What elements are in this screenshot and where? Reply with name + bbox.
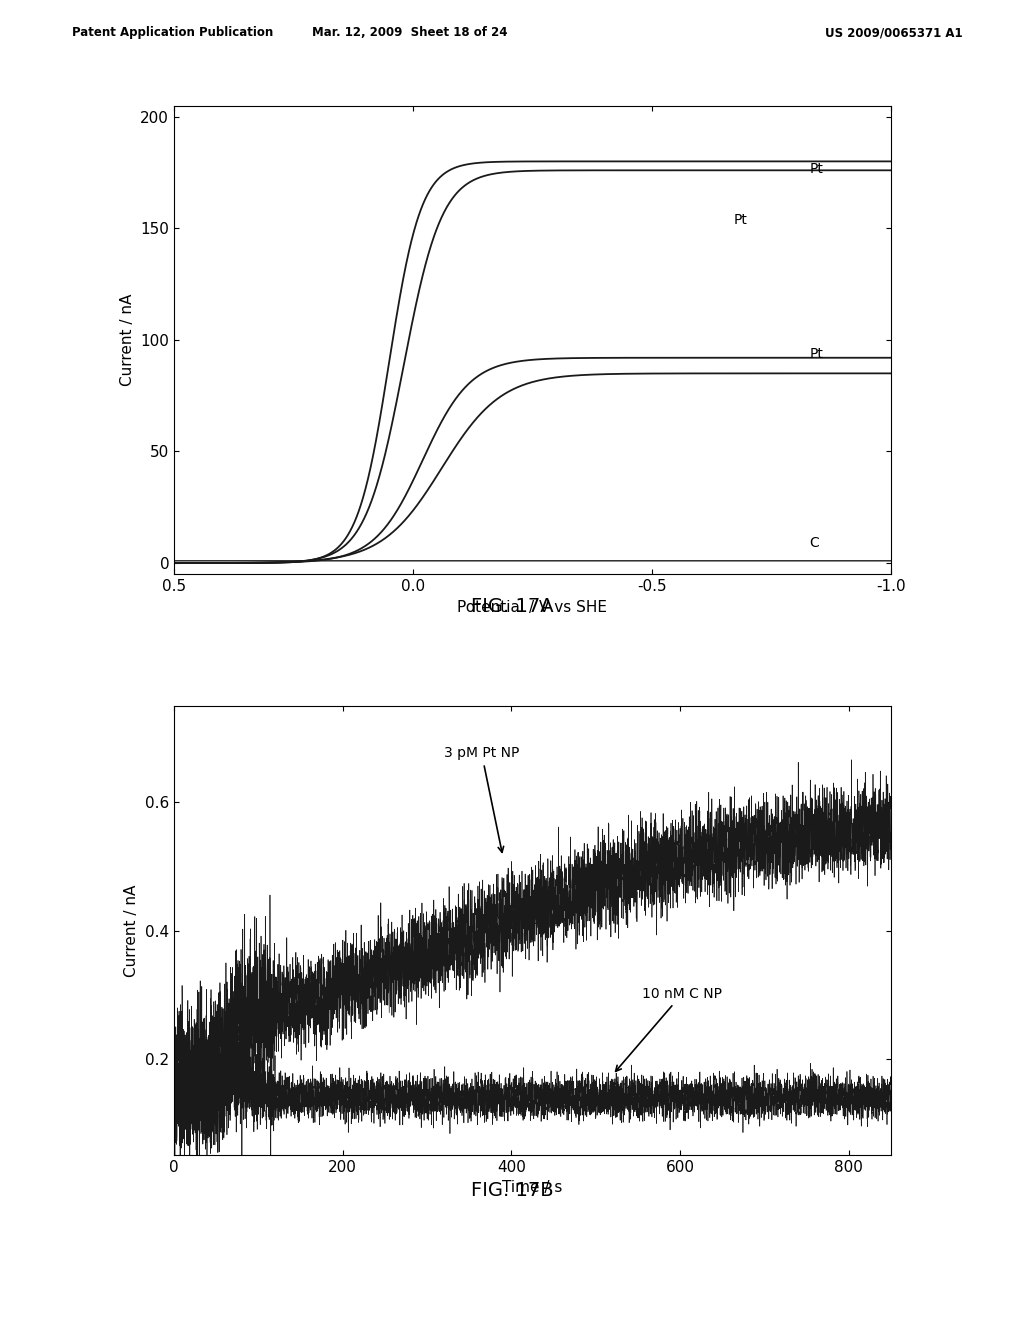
X-axis label: Time / s: Time / s bbox=[503, 1180, 562, 1196]
Y-axis label: Current / nA: Current / nA bbox=[120, 294, 135, 385]
Text: 3 pM Pt NP: 3 pM Pt NP bbox=[444, 747, 519, 853]
Text: Pt: Pt bbox=[810, 161, 823, 176]
Text: FIG. 17B: FIG. 17B bbox=[471, 1181, 553, 1200]
Text: FIG. 17A: FIG. 17A bbox=[471, 597, 553, 615]
Text: US 2009/0065371 A1: US 2009/0065371 A1 bbox=[825, 26, 963, 40]
Text: Patent Application Publication: Patent Application Publication bbox=[72, 26, 273, 40]
X-axis label: Potential / V vs SHE: Potential / V vs SHE bbox=[458, 599, 607, 615]
Text: Pt: Pt bbox=[810, 347, 823, 360]
Text: C: C bbox=[810, 536, 819, 550]
Text: Mar. 12, 2009  Sheet 18 of 24: Mar. 12, 2009 Sheet 18 of 24 bbox=[312, 26, 507, 40]
Y-axis label: Current / nA: Current / nA bbox=[124, 884, 139, 977]
Text: Pt: Pt bbox=[733, 213, 748, 227]
Text: 10 nM C NP: 10 nM C NP bbox=[615, 987, 722, 1072]
